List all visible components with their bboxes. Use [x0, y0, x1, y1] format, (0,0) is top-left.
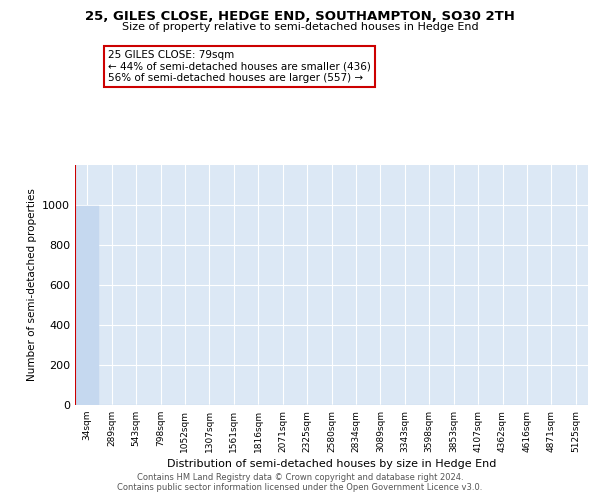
Text: Size of property relative to semi-detached houses in Hedge End: Size of property relative to semi-detach… [122, 22, 478, 32]
Text: 25 GILES CLOSE: 79sqm
← 44% of semi-detached houses are smaller (436)
56% of sem: 25 GILES CLOSE: 79sqm ← 44% of semi-deta… [108, 50, 371, 83]
Text: 25, GILES CLOSE, HEDGE END, SOUTHAMPTON, SO30 2TH: 25, GILES CLOSE, HEDGE END, SOUTHAMPTON,… [85, 10, 515, 23]
Y-axis label: Number of semi-detached properties: Number of semi-detached properties [26, 188, 37, 382]
Text: Contains HM Land Registry data © Crown copyright and database right 2024.: Contains HM Land Registry data © Crown c… [137, 472, 463, 482]
Bar [75, 206, 100, 405]
Text: Contains public sector information licensed under the Open Government Licence v3: Contains public sector information licen… [118, 482, 482, 492]
X-axis label: Distribution of semi-detached houses by size in Hedge End: Distribution of semi-detached houses by … [167, 459, 496, 469]
